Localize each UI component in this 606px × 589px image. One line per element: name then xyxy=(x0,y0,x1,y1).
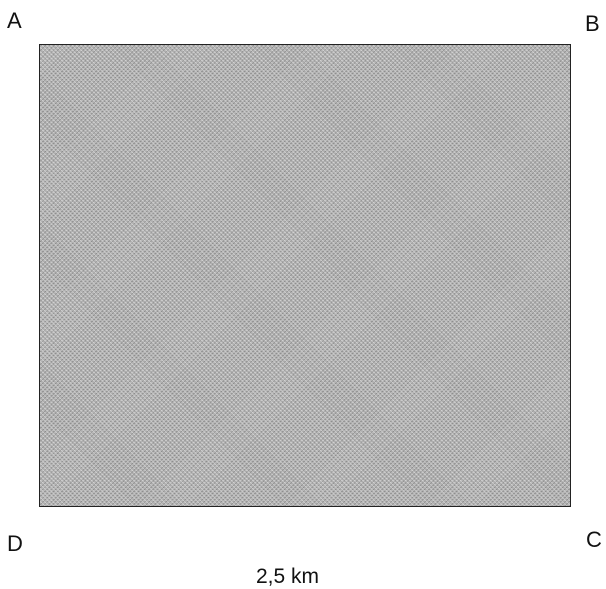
square-area xyxy=(39,44,571,507)
corner-label-a: A xyxy=(7,8,22,33)
side-length-label: 2,5 km xyxy=(256,565,320,588)
corner-label-c: C xyxy=(586,527,602,552)
corner-label-d: D xyxy=(7,531,23,556)
corner-label-b: B xyxy=(585,11,600,36)
